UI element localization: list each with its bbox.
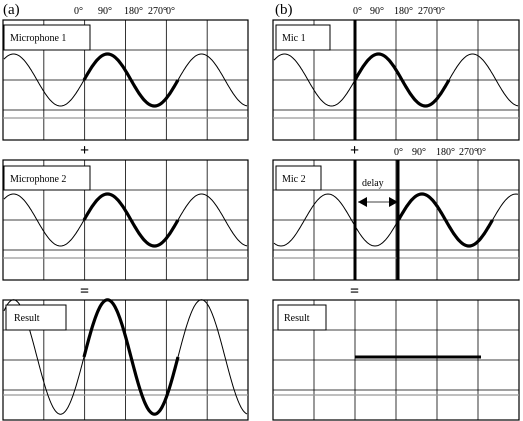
wave-highlight-mic2-a (82, 192, 180, 248)
label-box-mic-2: Mic 2 (275, 165, 322, 191)
label-microphone-2: Microphone 2 (10, 174, 66, 185)
label-box-result-b: Result (277, 304, 327, 331)
label-mic-2: Mic 2 (282, 174, 306, 185)
label-box-microphone-1: Microphone 1 (3, 24, 91, 51)
label-result-b: Result (284, 313, 310, 324)
phase-label: 270° (148, 6, 167, 17)
phase-label: 0° (353, 6, 362, 17)
phase-labels-b-top: 0° 90° 180° 270° 0° (353, 6, 445, 17)
plus-symbol-b: + (350, 142, 359, 159)
phase-label: 0° (74, 6, 83, 17)
label-box-mic-1: Mic 1 (275, 24, 331, 51)
wave-highlight-mic1-b (353, 52, 451, 108)
phase-label: 0° (436, 6, 445, 17)
phase-label: 0° (166, 6, 175, 17)
delay-annotation: delay (358, 178, 398, 207)
phase-label: 0° (394, 147, 403, 158)
wave-highlight-mic2-b (397, 192, 494, 248)
plus-symbol-a: + (80, 142, 89, 159)
panel-b-letter: (b) (275, 2, 293, 18)
phase-label: 180° (394, 6, 413, 17)
panel-a-letter: (a) (3, 2, 20, 18)
phase-label: 270° (459, 147, 478, 158)
equals-symbol-b: = (350, 283, 359, 300)
label-microphone-1: Microphone 1 (10, 33, 66, 44)
phase-label: 270° (418, 6, 437, 17)
label-result-a: Result (14, 313, 40, 324)
wave-highlight-mic1-a (82, 52, 180, 108)
phase-label: 0° (477, 147, 486, 158)
delay-label: delay (362, 178, 384, 189)
label-mic-1: Mic 1 (282, 33, 306, 44)
phase-label: 180° (124, 6, 143, 17)
phase-label: 90° (98, 6, 112, 17)
phase-labels-b-middle: 0° 90° 180° 270° 0° (394, 147, 486, 158)
phase-label: 180° (436, 147, 455, 158)
wave-highlight-result-a (82, 298, 180, 416)
delay-arrowhead-left (358, 197, 367, 207)
phase-label: 90° (370, 6, 384, 17)
delay-arrowhead-right (389, 197, 398, 207)
phase-label: 90° (412, 147, 426, 158)
label-box-result-a: Result (5, 304, 67, 331)
label-box-microphone-2: Microphone 2 (3, 165, 91, 191)
phase-labels-a: 0° 90° 180° 270° 0° (74, 6, 175, 17)
equals-symbol-a: = (80, 283, 89, 300)
